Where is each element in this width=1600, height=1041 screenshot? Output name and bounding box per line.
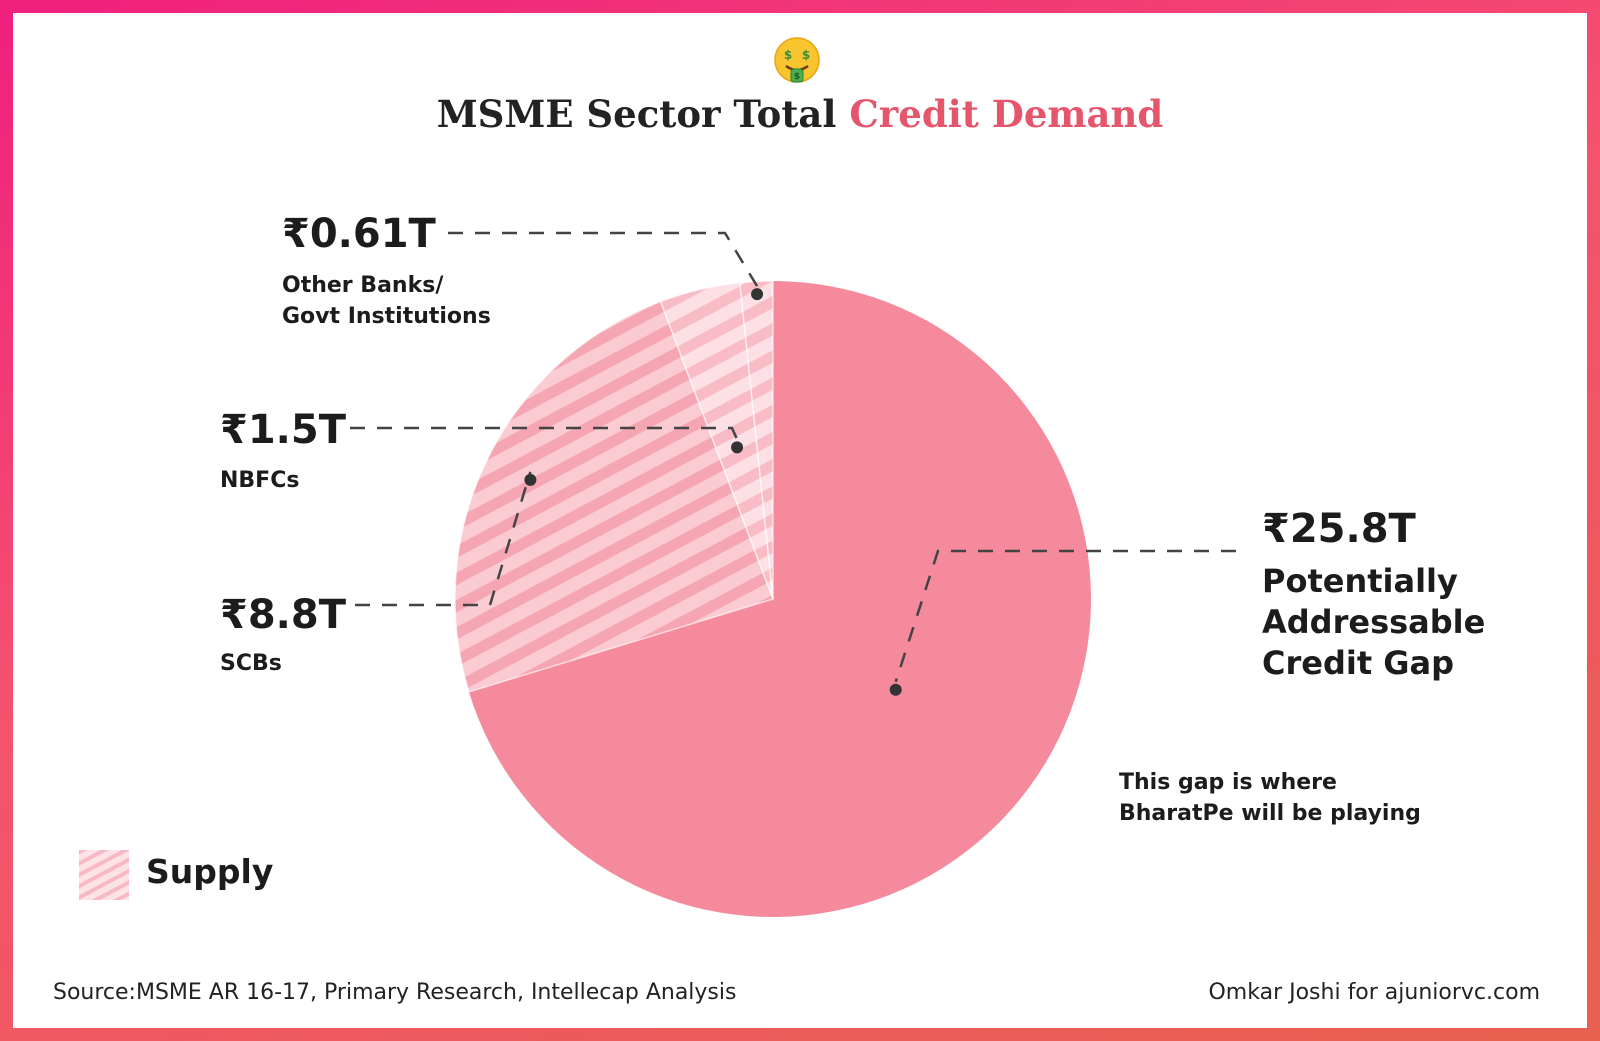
source-note: Source:MSME AR 16-17, Primary Research, … (53, 980, 737, 1005)
pie-slice-gap (468, 281, 1091, 917)
slice-marker-scb (524, 473, 537, 486)
value-label-gap: ₹25.8T (1262, 506, 1416, 552)
pie-slice-scb (454, 300, 774, 693)
category-label-other-line1: Other Banks/ (282, 273, 444, 298)
category-label-gap-line2: Addressable (1262, 603, 1486, 641)
annotation-line2: BharatPe will be playing (1119, 801, 1421, 826)
legend-label-supply: Supply (146, 852, 274, 891)
category-label-gap-line1: Potentially (1262, 562, 1458, 600)
category-label-gap-line3: Credit Gap (1262, 644, 1455, 682)
leader-line-scb (355, 471, 532, 607)
slice-marker-other (751, 288, 764, 301)
svg-text:$: $ (802, 48, 810, 62)
pie-slice-other (739, 280, 774, 600)
svg-text:$: $ (784, 48, 792, 62)
chart-title: MSME Sector Total Credit Demand (0, 92, 1600, 136)
money-mouth-face-icon: $ $ $ (774, 37, 820, 83)
slice-marker-gap (889, 683, 902, 696)
value-label-nbfc: ₹1.5T (220, 407, 346, 453)
value-label-other: ₹0.61T (282, 211, 436, 257)
svg-text:$: $ (794, 72, 800, 82)
leader-line-gap (894, 549, 1236, 683)
author-credit: Omkar Joshi for ajuniorvc.com (1208, 980, 1540, 1005)
leader-line-nbfc (350, 426, 739, 440)
category-label-other-line2: Govt Institutions (282, 304, 491, 329)
leader-line-other (448, 231, 759, 287)
category-label-nbfc: NBFCs (220, 468, 300, 493)
category-label-scb: SCBs (220, 651, 282, 676)
value-label-scb: ₹8.8T (220, 592, 346, 638)
title-accent: Credit Demand (849, 92, 1164, 136)
annotation-line1: This gap is where (1119, 770, 1337, 795)
slice-marker-nbfc (731, 441, 744, 454)
title-prefix: MSME Sector Total (436, 92, 837, 136)
hatched-swatch-icon (79, 850, 129, 900)
